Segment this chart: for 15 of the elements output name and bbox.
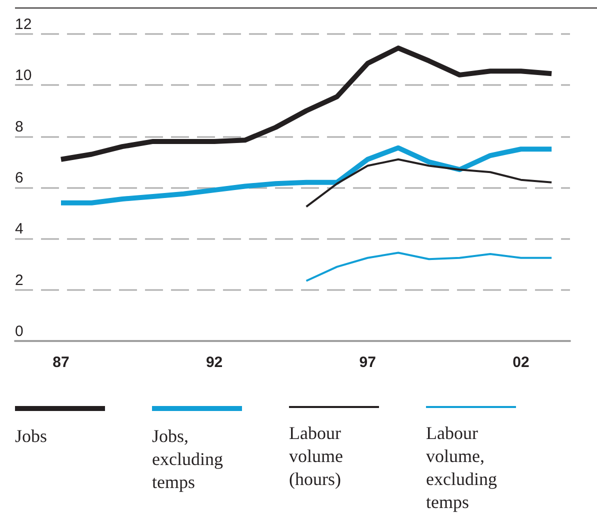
- y-tick-label: 8: [15, 118, 24, 136]
- legend-label: Labour volume, excluding temps: [426, 422, 498, 514]
- legend-label: Jobs: [15, 425, 48, 448]
- y-tick-label: 4: [15, 220, 24, 238]
- x-tick-label: 92: [206, 354, 223, 371]
- y-tick-label: 0: [15, 323, 24, 340]
- x-tick-label: 87: [52, 354, 70, 371]
- y-tick-label: 12: [15, 16, 32, 33]
- legend-label: Labour volume (hours): [289, 422, 344, 491]
- x-tick-label: 02: [512, 354, 530, 371]
- y-tick-label: 10: [15, 67, 32, 84]
- y-tick-label: 2: [15, 272, 24, 289]
- y-tick-label: 6: [15, 170, 24, 186]
- x-tick-label: 97: [359, 354, 376, 371]
- legend-label: Jobs, excluding temps: [152, 425, 224, 494]
